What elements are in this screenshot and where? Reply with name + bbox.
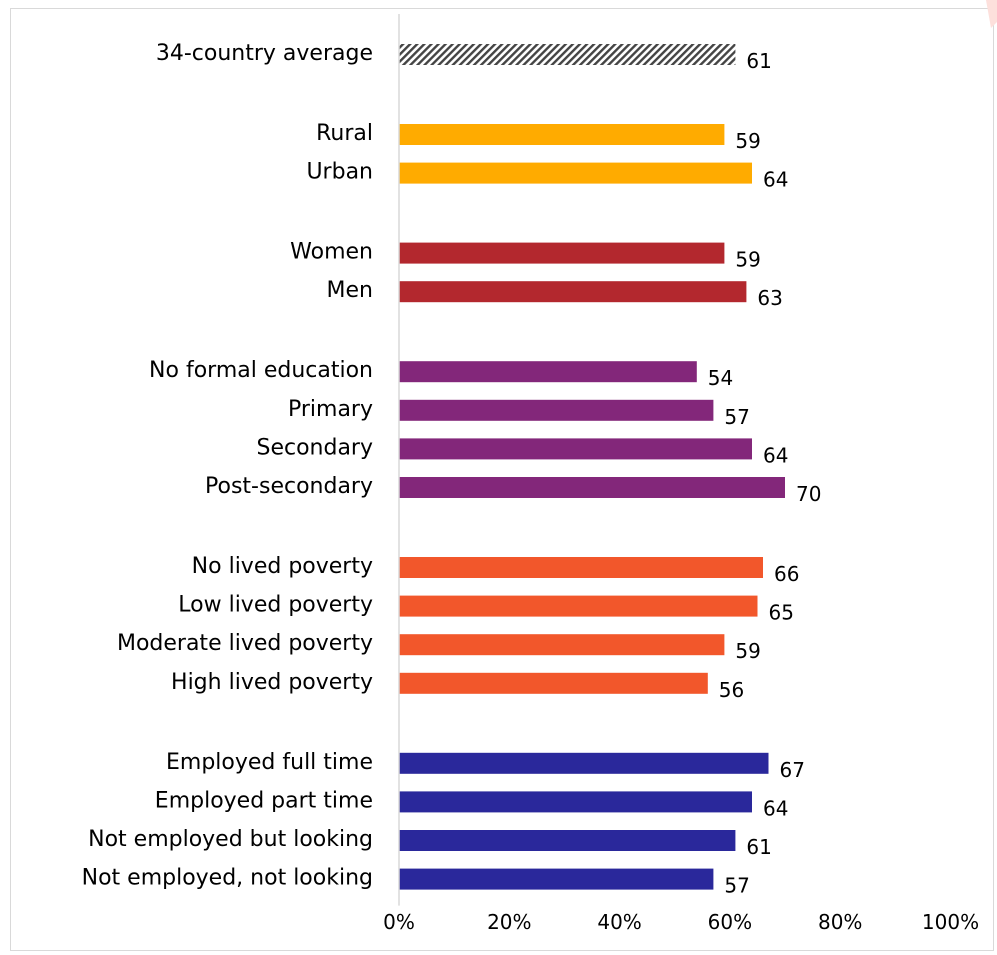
bar-no-lived-poverty [399, 557, 763, 578]
bar-primary [399, 399, 714, 421]
value-label: 57 [724, 405, 749, 429]
bar-not-employed-not-looking [399, 868, 714, 890]
category-label: Employed part time [155, 788, 373, 813]
category-label: Men [327, 278, 373, 303]
category-label: Secondary [256, 435, 373, 460]
chart-frame [10, 8, 994, 951]
bar-secondary [399, 438, 752, 460]
category-label: Rural [316, 121, 373, 146]
corner-decoration [986, 0, 997, 28]
category-label: Not employed but looking [88, 827, 373, 852]
category-label: High lived poverty [171, 670, 373, 695]
value-label: 57 [724, 874, 749, 898]
bar-low-lived-poverty [399, 595, 758, 617]
x-tick-label: 100% [922, 910, 979, 934]
category-label: Low lived poverty [178, 593, 373, 618]
category-label: Not employed, not looking [82, 866, 373, 891]
value-label: 56 [719, 678, 744, 702]
value-label: 64 [763, 443, 788, 467]
x-tick-label: 20% [487, 910, 531, 934]
bar-urban [399, 162, 752, 184]
value-label: 70 [796, 482, 821, 506]
value-label: 61 [746, 835, 771, 859]
category-label: Primary [288, 397, 373, 422]
value-label: 66 [774, 562, 799, 586]
bar-not-employed-but-looking [399, 830, 736, 851]
value-label: 59 [735, 129, 760, 153]
value-label: 64 [763, 796, 788, 820]
category-label: Post-secondary [205, 474, 373, 499]
category-label: No formal education [149, 358, 373, 383]
value-label: 63 [757, 286, 782, 310]
bar-high-lived-poverty [399, 672, 708, 694]
value-label: 64 [763, 168, 788, 192]
value-label: 59 [735, 639, 760, 663]
bar-post-secondary [399, 477, 785, 498]
category-label: Moderate lived poverty [117, 631, 373, 656]
bar-no-formal-education [399, 361, 697, 383]
category-label: No lived poverty [192, 554, 373, 579]
bar-women [399, 242, 725, 264]
bar-employed-full-time [399, 752, 769, 774]
category-label: Women [290, 240, 373, 265]
bar-employed-part-time [399, 791, 752, 813]
x-tick-label: 80% [818, 910, 862, 934]
category-label: Employed full time [166, 750, 373, 775]
category-label: 34-country average [156, 41, 373, 66]
value-label: 61 [746, 49, 771, 73]
x-tick-label: 60% [708, 910, 752, 934]
bar-moderate-lived-poverty [399, 634, 725, 656]
value-label: 65 [769, 601, 794, 625]
value-label: 67 [780, 758, 805, 782]
x-tick-label: 0% [383, 910, 415, 934]
value-label: 59 [735, 248, 760, 272]
bar-34-country-average [399, 44, 736, 65]
bar-rural [399, 124, 725, 145]
x-tick-label: 40% [597, 910, 641, 934]
value-label: 54 [708, 366, 733, 390]
bar-men [399, 281, 747, 303]
category-label: Urban [306, 160, 373, 185]
